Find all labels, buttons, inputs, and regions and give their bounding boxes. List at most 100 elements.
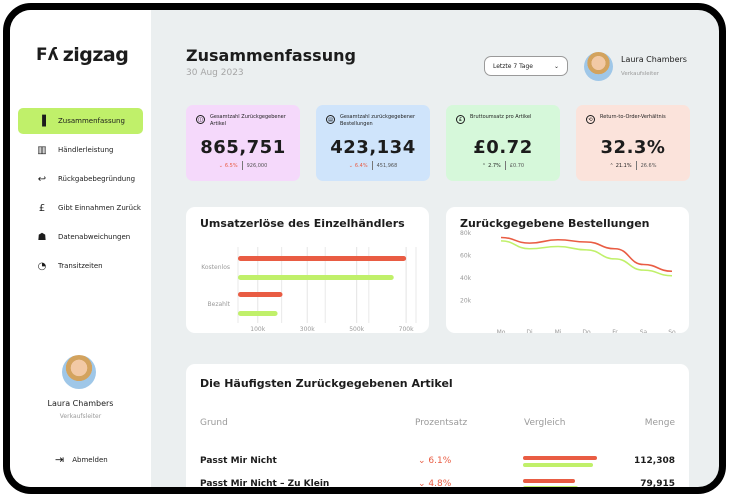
kpi-card[interactable]: ▤ Gesamtzahl zurückgegebener Bestellungen… [316, 105, 430, 181]
sidebar-item-label: Zusammenfassung [58, 117, 125, 125]
kpi-change: ⌄ 6.4% [349, 163, 368, 169]
x-tick-label: 100k [250, 326, 265, 333]
x-tick-label: 300k [300, 326, 315, 333]
header-percent[interactable]: Prozentsatz [415, 418, 468, 428]
header-user-name: Laura Chambers [621, 55, 687, 64]
kpi-previous: £0.70 [509, 162, 525, 169]
table-title: Die Häufigsten Zurückgegebenen Artikel [200, 377, 453, 390]
kpi-change: ⌄ 6.5% [219, 163, 238, 169]
compare-bar-previous [523, 486, 579, 487]
y-tick-label: 20k [460, 298, 472, 305]
kpi-value: 865,751 [200, 137, 286, 158]
kpi-change: ⌃ 21.1% [610, 163, 632, 169]
sidebar-item-5[interactable]: ◔ Transitzeiten [18, 253, 143, 279]
bar[interactable] [238, 311, 278, 316]
header-reason[interactable]: Grund [200, 418, 228, 428]
sidebar-item-2[interactable]: ↩ Rückgabebegründung [18, 166, 143, 192]
row-percent-value: 6.1% [428, 456, 452, 466]
x-tick-label: Mo [497, 329, 506, 333]
table-row[interactable]: Passt Mir Nicht ⌄ 6.1% 112,308 [186, 456, 689, 476]
kpi-value: £0.72 [473, 137, 533, 158]
kpi-value: 32.3% [600, 137, 666, 158]
chevron-down-icon: ⌄ [348, 162, 353, 169]
kpi-card[interactable]: £ Bruttoumsatz pro Artikel £0.72 ⌃ 2.7% £0.70 [446, 105, 560, 181]
x-tick-label: 500k [349, 326, 364, 333]
kpi-label: Gesamtzahl Zurückgegebener Artikel [210, 114, 286, 127]
kpi-change-value: 6.4% [354, 162, 368, 169]
avatar[interactable] [62, 355, 96, 389]
table-row[interactable]: Passt Mir Nicht – Zu Klein ⌄ 4.8% 79,915 [186, 479, 689, 489]
x-tick-label: Do [582, 329, 591, 333]
bar[interactable] [238, 256, 407, 261]
sidebar-item-label: Gibt Einnahmen Zurück [58, 204, 141, 212]
returns-chart-title: Zurückgegebene Bestellungen [460, 217, 650, 230]
header-compare[interactable]: Vergleich [524, 418, 566, 428]
kpi-icon: £ [456, 115, 465, 124]
header-avatar[interactable] [584, 52, 613, 81]
compare-bar-previous [523, 463, 594, 467]
page-date: 30 Aug 2023 [186, 68, 244, 78]
brand-name: zigzag [62, 44, 129, 66]
app-window: Fʎ zigzag ▐ Zusammenfassung ▥ Händlerleistu… [3, 3, 726, 494]
divider [635, 161, 637, 170]
bar[interactable] [238, 275, 394, 280]
kpi-card[interactable]: ⟲ Return-to-Order-Verhältnis 32.3% ⌃ 21.1% 26… [576, 105, 690, 181]
sidebar-item-3[interactable]: £ Gibt Einnahmen Zurück [18, 195, 143, 221]
kpi-previous: 26.6% [640, 162, 657, 169]
top-returns-table: Die Häufigsten Zurückgegebenen Artikel G… [186, 364, 689, 489]
chevron-down-icon: ⌄ [553, 62, 559, 70]
brand-logo[interactable]: Fʎ zigzag [36, 44, 129, 66]
row-reason: Passt Mir Nicht – Zu Klein [200, 479, 330, 489]
sidebar-user-role: Verkaufsleiter [59, 413, 102, 420]
sidebar-item-label: Datenabweichungen [58, 233, 131, 241]
sidebar-user-name: Laura Chambers [47, 399, 114, 408]
date-range-value: Letzte 7 Tage [493, 62, 533, 70]
cluster-icon: ☗ [37, 231, 47, 243]
logout-label: Abmelden [72, 455, 108, 464]
logo-mark-icon: Fʎ [36, 45, 59, 65]
kpi-previous: 926,000 [246, 162, 268, 169]
revenue-chart-title: Umsatzerlöse des Einzelhändlers [200, 217, 405, 230]
page-title: Zusammenfassung [186, 46, 356, 65]
row-percent: ⌄ 6.1% [418, 456, 451, 466]
bar[interactable] [238, 292, 283, 297]
sidebar-item-4[interactable]: ☗ Datenabweichungen [18, 224, 143, 250]
sidebar-item-label: Händlerleistung [58, 146, 114, 154]
kpi-icon: ◫ [196, 115, 205, 124]
date-range-select[interactable]: Letzte 7 Tage ⌄ [484, 56, 568, 76]
kpi-label: Return-to-Order-Verhältnis [600, 114, 666, 120]
header-quantity[interactable]: Menge [644, 418, 675, 428]
category-label: Bezahlt [208, 301, 231, 308]
kpi-change-value: 21.1% [615, 162, 632, 169]
x-tick-label: So [668, 329, 676, 333]
sidebar-item-label: Rückgabebegründung [58, 175, 136, 183]
logout-button[interactable]: ⇥ Abmelden [55, 453, 108, 466]
kpi-value: 423,134 [330, 137, 416, 158]
returns-chart-card: Zurückgegebene Bestellungen 80k 60k 40k 20k… [446, 207, 689, 333]
row-quantity: 79,915 [640, 479, 675, 489]
revenue-chart-card: Umsatzerlöse des Einzelhändlers 100k 300k… [186, 207, 429, 333]
divider [371, 161, 373, 170]
logout-icon: ⇥ [55, 453, 65, 466]
kpi-icon: ⟲ [586, 115, 595, 124]
kpi-card[interactable]: ◫ Gesamtzahl Zurückgegebener Artikel 865,7… [186, 105, 300, 181]
sidebar: Fʎ zigzag ▐ Zusammenfassung ▥ Händlerleistu… [10, 10, 151, 487]
bar-chart-icon: ▥ [37, 144, 47, 156]
file-icon: ▐ [38, 115, 46, 127]
sidebar-item-label: Transitzeiten [58, 262, 103, 270]
x-tick-label: Mi [555, 329, 562, 333]
sidebar-item-0[interactable]: ▐ Zusammenfassung [18, 108, 143, 134]
kpi-change: ⌃ 2.7% [482, 163, 501, 169]
series-line[interactable] [500, 240, 673, 277]
kpi-change-value: 6.5% [224, 162, 238, 169]
chevron-down-icon: ⌄ [218, 162, 223, 169]
x-tick-label: 700k [399, 326, 414, 333]
series-line[interactable] [500, 236, 673, 273]
sidebar-item-1[interactable]: ▥ Händlerleistung [18, 137, 143, 163]
chevron-up-icon: ⌃ [481, 162, 487, 169]
kpi-label: Bruttoumsatz pro Artikel [470, 114, 532, 120]
return-arrow-icon: ↩ [37, 173, 47, 185]
header-user-role: Verkaufsleiter [621, 71, 659, 77]
speedometer-icon: ◔ [37, 260, 47, 272]
kpi-previous: 451,968 [376, 162, 398, 169]
